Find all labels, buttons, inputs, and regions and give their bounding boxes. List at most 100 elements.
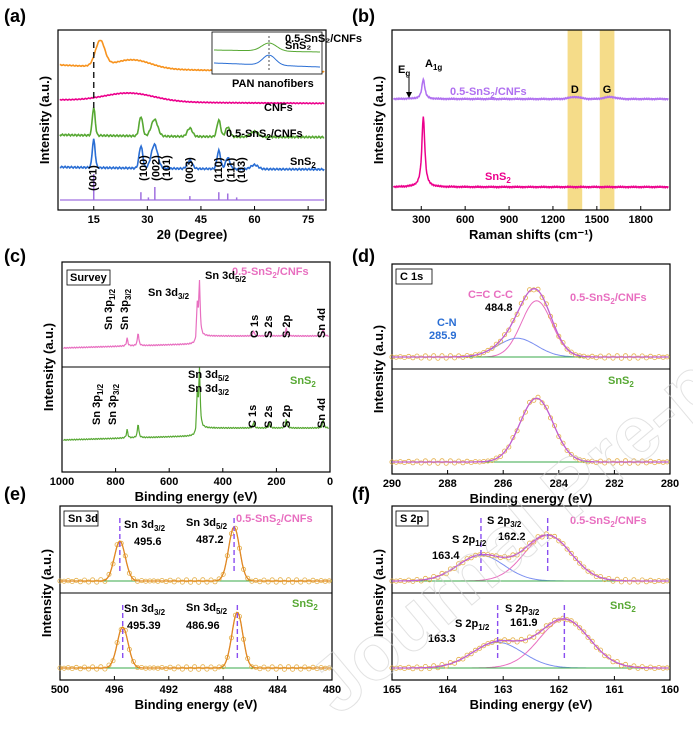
s2p-xtick-label: 162 [550, 684, 568, 696]
sn3d-data-point [302, 664, 308, 670]
s2p-xtick-label: 161 [605, 684, 623, 696]
sn3d-data-point [277, 577, 283, 583]
survey-xtick-label: 200 [267, 476, 285, 488]
sn3d-data-point [269, 664, 275, 670]
s2p-data-point [564, 546, 570, 552]
s2p-data-point [635, 579, 641, 585]
c1s-title-box [395, 268, 433, 285]
sn3d-ylabel: Intensity (a.u.) [39, 549, 54, 637]
s2p-data-point [627, 579, 633, 585]
sn3d-title-box [63, 510, 99, 527]
s2p-data-point [435, 665, 441, 671]
xrd-ref-label: (101) [161, 155, 173, 181]
raman-ylabel: Intensity (a.u.) [371, 76, 386, 164]
c1s-data-point [635, 355, 641, 361]
c1s-data-point [452, 355, 458, 361]
xrd-series-line [59, 107, 325, 140]
xrd-label-cnfs: CNFs [264, 102, 293, 114]
survey-label-peak: C 1s [249, 315, 261, 338]
c1s-data-point [410, 460, 416, 466]
c1s-data-point [602, 460, 608, 466]
c1s-xtick-label: 284 [550, 478, 569, 490]
s2p-data-point [639, 577, 645, 583]
s2p-envelope [392, 618, 669, 669]
survey-xtick-label: 600 [160, 476, 178, 488]
s2p-data-point [418, 578, 424, 584]
s2p-data-point [577, 560, 583, 566]
s2p-data-point [631, 577, 637, 583]
s2p-data-point [514, 639, 520, 645]
sn3d-data-point [200, 577, 206, 583]
survey-label-peak: Sn 4d [316, 308, 328, 338]
c1s-data-point [426, 460, 432, 466]
c1s-data-point [606, 353, 612, 359]
c1s-data-point [560, 340, 566, 346]
c1s-data-point [481, 349, 487, 355]
c1s-data-point [410, 355, 416, 361]
xrd-label-sns: SnS2 [290, 156, 316, 170]
c1s-data-point [643, 460, 649, 466]
s2p-data-point [477, 645, 483, 651]
s2p-data-point [426, 577, 432, 583]
survey-label-comp: 0.5-SnS2/CNFs [232, 266, 309, 280]
survey-label-peak-lower: S 2s [263, 405, 275, 428]
s2p-data-point [585, 568, 591, 574]
s2p-xlabel: Binding energy (eV) [470, 697, 593, 712]
s2p-label-sns: SnS2 [610, 600, 636, 614]
survey-xtick-label: 800 [106, 476, 124, 488]
s2p-data-point [648, 664, 654, 670]
sn3d-data-point [130, 576, 136, 582]
s2p-label-comp: 0.5-SnS2/CNFs [570, 515, 647, 529]
xrd-inset-line-sns [214, 54, 320, 68]
s2p-data-point [543, 531, 549, 537]
xrd-ref-label: (111) [225, 157, 237, 182]
c1s-data-point [414, 458, 420, 464]
s2p-data-point [573, 556, 579, 562]
raman-band-D [567, 30, 583, 210]
sn3d-data-point [204, 666, 210, 672]
sn3d-data-point [94, 579, 100, 585]
s2p-label-peak2-value: 162.2 [498, 531, 526, 543]
c1s-envelope [392, 288, 669, 358]
c1s-data-point [573, 455, 579, 461]
sn3d-xtick-label: 492 [160, 684, 178, 696]
sn3d-data-point [204, 579, 210, 585]
sn3d-data-point [208, 577, 214, 583]
xrd-xtick-label: 75 [302, 214, 314, 226]
c1s-data-point [431, 353, 437, 359]
s2p-data-point [481, 643, 487, 649]
s2p-data-point [556, 538, 562, 544]
survey-label-sn3d32-lower: Sn 3d3/2 [188, 383, 230, 397]
sn3d-data-point [302, 577, 308, 583]
s2p-data-point [614, 576, 620, 582]
sn3d-label-peak3: Sn 3d3/2 [124, 603, 166, 617]
sn3d-data-point [273, 666, 279, 672]
c1s-xtick-label: 280 [661, 478, 679, 490]
c1s-data-point [502, 332, 508, 338]
sn3d-data-point [179, 579, 185, 585]
sn3d-data-point [257, 579, 263, 585]
sn3d-data-point [118, 540, 124, 546]
s2p-data-point [518, 636, 524, 642]
raman-label-eg: Eg [398, 64, 410, 78]
s2p-data-point [618, 579, 624, 585]
raman-series-line [392, 116, 669, 190]
s2p-label-peak4: S 2p3/2 [505, 603, 540, 617]
sn3d-label-peak4: Sn 3d5/2 [186, 602, 228, 616]
raman-band-label: G [603, 84, 612, 96]
c1s-data-point [502, 448, 508, 454]
c1s-data-point [443, 355, 449, 361]
sn3d-data-point [98, 577, 104, 583]
s2p-data-point [577, 625, 583, 631]
survey-label-sn3p: Sn 3p1/2 [103, 288, 117, 330]
sn3d-data-point [290, 579, 296, 585]
c1s-label-cn-value: 285.9 [429, 330, 457, 342]
xrd-xtick-label: 15 [88, 214, 100, 226]
s2p-data-point [472, 647, 478, 653]
s2p-label-peak1: S 2p1/2 [452, 534, 487, 548]
xrd-ref-label: (002) [150, 155, 162, 181]
c1s-data-point [439, 458, 445, 464]
s2p-data-point [414, 577, 420, 583]
c1s-data-point [631, 353, 637, 359]
